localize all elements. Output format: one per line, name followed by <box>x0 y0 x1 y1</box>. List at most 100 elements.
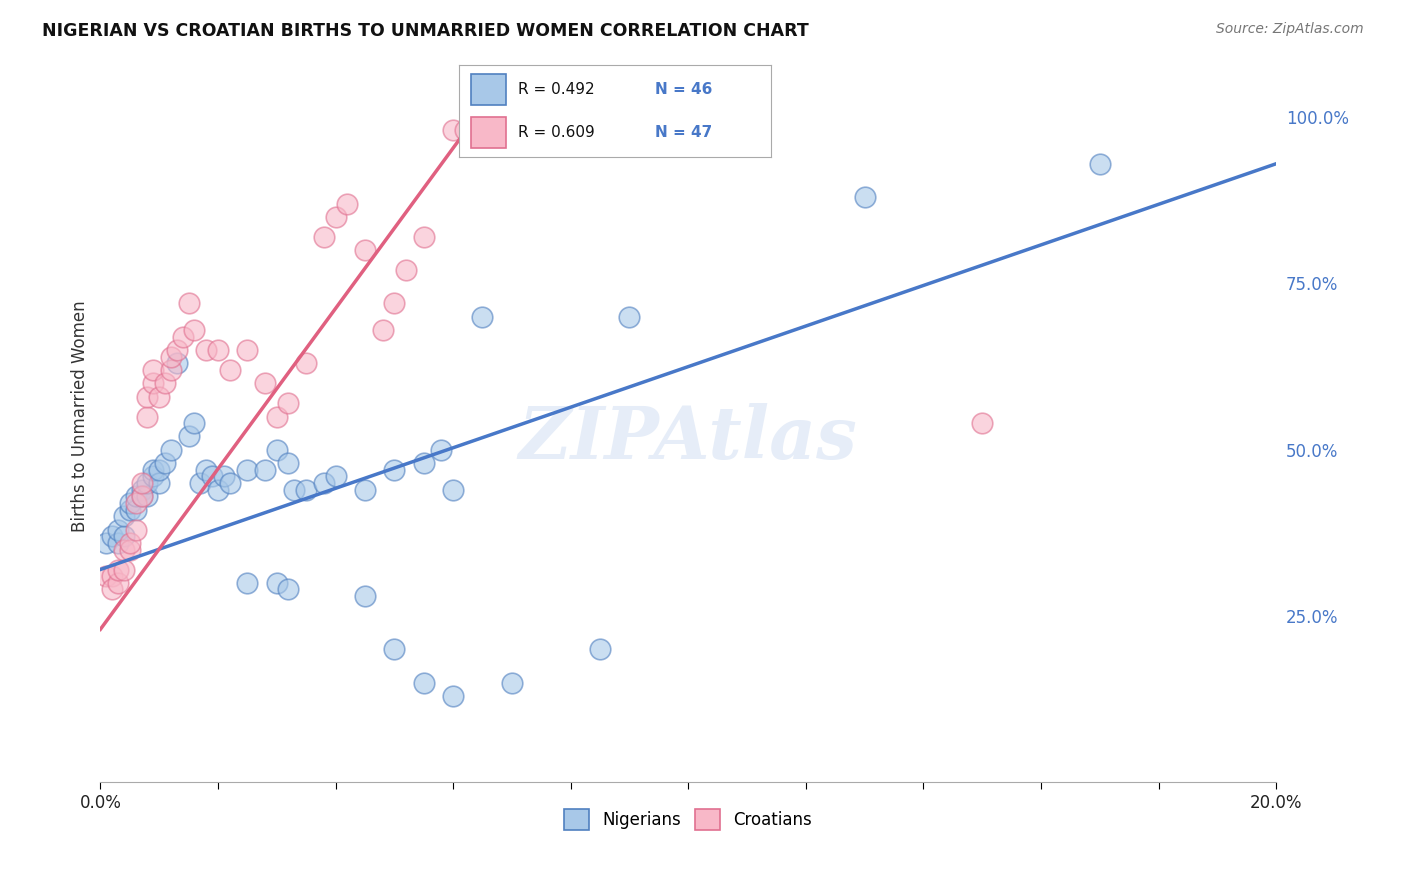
Point <box>501 675 523 690</box>
Point <box>124 523 146 537</box>
Point <box>101 582 124 597</box>
Point <box>371 323 394 337</box>
Point <box>107 536 129 550</box>
Point <box>382 642 405 657</box>
Point <box>354 589 377 603</box>
Point <box>118 502 141 516</box>
Point <box>136 476 159 491</box>
Point <box>142 469 165 483</box>
Point <box>96 569 118 583</box>
Point <box>412 456 434 470</box>
Point <box>253 376 276 391</box>
Point <box>131 489 153 503</box>
Point <box>142 463 165 477</box>
Point <box>283 483 305 497</box>
Point <box>295 483 318 497</box>
Point <box>177 296 200 310</box>
Point <box>277 396 299 410</box>
Point <box>853 190 876 204</box>
Point <box>131 476 153 491</box>
Point <box>131 483 153 497</box>
Point <box>148 463 170 477</box>
Point <box>160 363 183 377</box>
Point <box>118 542 141 557</box>
Point <box>589 642 612 657</box>
Point <box>325 210 347 224</box>
Point <box>218 476 240 491</box>
Point <box>96 536 118 550</box>
Legend: Nigerians, Croatians: Nigerians, Croatians <box>558 803 818 836</box>
Point <box>112 529 135 543</box>
Point <box>148 390 170 404</box>
Point <box>395 263 418 277</box>
Text: NIGERIAN VS CROATIAN BIRTHS TO UNMARRIED WOMEN CORRELATION CHART: NIGERIAN VS CROATIAN BIRTHS TO UNMARRIED… <box>42 22 808 40</box>
Text: ZIPAtlas: ZIPAtlas <box>519 403 858 474</box>
Point <box>172 329 194 343</box>
Point <box>101 529 124 543</box>
Point <box>101 569 124 583</box>
Point <box>441 689 464 703</box>
Point <box>972 416 994 430</box>
Point <box>441 483 464 497</box>
Point <box>142 363 165 377</box>
Point <box>354 244 377 258</box>
Point <box>454 123 477 137</box>
Point <box>160 350 183 364</box>
Point <box>212 469 235 483</box>
Point <box>277 456 299 470</box>
Y-axis label: Births to Unmarried Women: Births to Unmarried Women <box>72 301 89 533</box>
Point <box>236 343 259 357</box>
Point <box>183 416 205 430</box>
Point <box>153 456 176 470</box>
Point <box>253 463 276 477</box>
Point <box>118 496 141 510</box>
Point <box>195 463 218 477</box>
Point <box>295 356 318 370</box>
Point <box>177 429 200 443</box>
Point <box>124 502 146 516</box>
Point <box>112 542 135 557</box>
Point <box>188 476 211 491</box>
Point <box>619 310 641 324</box>
Point <box>131 489 153 503</box>
Point <box>124 489 146 503</box>
Point <box>471 123 494 137</box>
Point <box>112 509 135 524</box>
Point <box>325 469 347 483</box>
Point <box>136 390 159 404</box>
Point <box>382 463 405 477</box>
Point <box>136 409 159 424</box>
Point <box>236 575 259 590</box>
Point <box>382 296 405 310</box>
Point <box>354 483 377 497</box>
Point <box>107 575 129 590</box>
Point <box>266 442 288 457</box>
Point <box>236 463 259 477</box>
Point <box>412 675 434 690</box>
Point <box>124 496 146 510</box>
Point <box>160 442 183 457</box>
Point <box>471 310 494 324</box>
Point <box>266 575 288 590</box>
Point <box>412 230 434 244</box>
Point <box>207 343 229 357</box>
Point <box>153 376 176 391</box>
Point <box>465 123 488 137</box>
Text: Source: ZipAtlas.com: Source: ZipAtlas.com <box>1216 22 1364 37</box>
Point <box>166 356 188 370</box>
Point <box>136 489 159 503</box>
Point <box>148 476 170 491</box>
Point <box>266 409 288 424</box>
Point <box>460 123 482 137</box>
Point <box>218 363 240 377</box>
Point <box>430 442 453 457</box>
Point <box>142 376 165 391</box>
Point <box>112 562 135 576</box>
Point <box>312 230 335 244</box>
Point <box>166 343 188 357</box>
Point <box>201 469 224 483</box>
Point <box>441 123 464 137</box>
Point <box>107 562 129 576</box>
Point <box>107 523 129 537</box>
Point <box>336 196 359 211</box>
